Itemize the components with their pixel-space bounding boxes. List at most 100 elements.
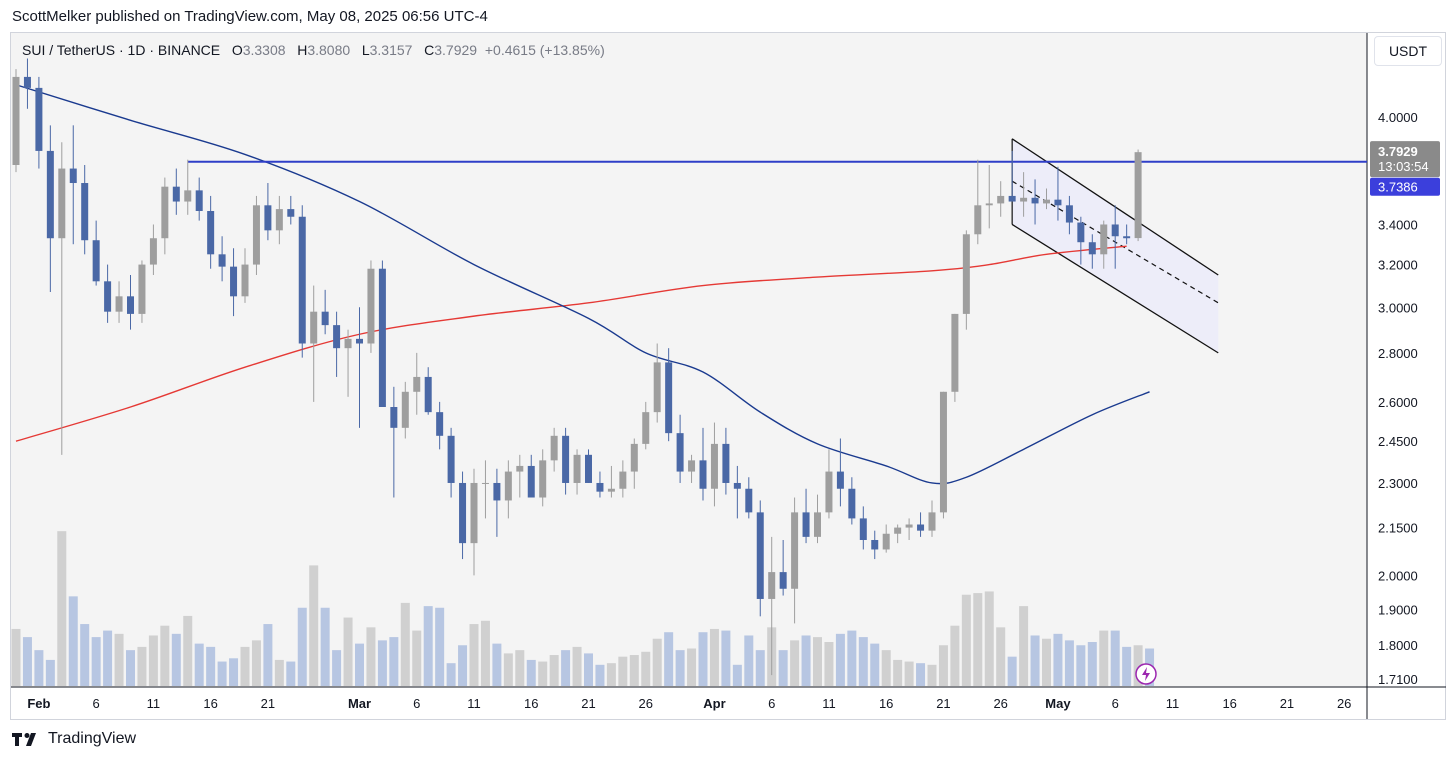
candle[interactable] xyxy=(539,449,547,507)
candle[interactable] xyxy=(974,159,982,245)
candle[interactable] xyxy=(35,76,43,169)
candle[interactable] xyxy=(1065,195,1073,235)
candle[interactable] xyxy=(516,454,524,498)
candle[interactable] xyxy=(298,205,306,358)
candle[interactable] xyxy=(573,449,581,495)
candle[interactable] xyxy=(951,313,959,402)
candle[interactable] xyxy=(207,195,215,269)
candle[interactable] xyxy=(1134,149,1142,242)
candle[interactable] xyxy=(356,307,363,428)
candle[interactable] xyxy=(928,500,936,537)
candle[interactable] xyxy=(459,471,467,560)
candle[interactable] xyxy=(688,454,696,483)
candle[interactable] xyxy=(241,248,249,303)
candle[interactable] xyxy=(321,289,329,335)
candle[interactable] xyxy=(607,465,615,498)
candle[interactable] xyxy=(92,220,100,286)
candle[interactable] xyxy=(653,343,661,423)
candle[interactable] xyxy=(367,260,375,353)
tradingview-logo[interactable]: TradingView xyxy=(12,730,136,748)
moving-average-long[interactable] xyxy=(15,245,1127,442)
candle[interactable] xyxy=(287,195,295,225)
candle[interactable] xyxy=(275,195,283,245)
candle[interactable] xyxy=(836,438,844,507)
candle[interactable] xyxy=(344,329,352,397)
candle[interactable] xyxy=(1031,179,1039,225)
candle[interactable] xyxy=(814,494,821,544)
candle[interactable] xyxy=(252,195,260,275)
candle[interactable] xyxy=(390,386,398,498)
candle[interactable] xyxy=(172,168,180,215)
plot-area[interactable] xyxy=(11,33,1367,687)
candle[interactable] xyxy=(791,497,799,624)
candle[interactable] xyxy=(1008,150,1016,202)
candle[interactable] xyxy=(917,512,925,537)
candle[interactable] xyxy=(1020,172,1028,217)
symbol-label[interactable]: SUI / TetherUS · 1D · BINANCE xyxy=(22,42,221,58)
candle[interactable] xyxy=(676,414,684,483)
candle[interactable] xyxy=(802,488,810,544)
candle[interactable] xyxy=(939,391,947,519)
candle[interactable] xyxy=(436,401,444,450)
candle[interactable] xyxy=(1123,224,1131,245)
candle[interactable] xyxy=(378,260,386,407)
candle[interactable] xyxy=(161,177,169,255)
candle[interactable] xyxy=(195,177,203,221)
candle[interactable] xyxy=(733,465,741,519)
candle[interactable] xyxy=(69,125,77,245)
candle[interactable] xyxy=(619,460,627,498)
candle[interactable] xyxy=(81,164,89,255)
candle[interactable] xyxy=(115,281,123,323)
candle[interactable] xyxy=(184,159,192,215)
candle[interactable] xyxy=(699,427,707,501)
candle[interactable] xyxy=(768,536,776,676)
candle[interactable] xyxy=(710,422,718,507)
candle[interactable] xyxy=(848,477,856,525)
candle[interactable] xyxy=(985,164,993,229)
candle[interactable] xyxy=(493,468,501,537)
candle[interactable] xyxy=(401,381,409,439)
candle[interactable] xyxy=(905,518,913,540)
candle[interactable] xyxy=(138,260,146,323)
alert-lightning-icon[interactable] xyxy=(1135,663,1157,685)
candle[interactable] xyxy=(149,224,157,275)
candle[interactable] xyxy=(562,427,570,495)
currency-button[interactable]: USDT xyxy=(1374,36,1442,66)
candle[interactable] xyxy=(745,477,753,519)
candle[interactable] xyxy=(310,285,318,402)
candle[interactable] xyxy=(825,449,833,519)
candle[interactable] xyxy=(642,401,650,450)
candle[interactable] xyxy=(630,438,638,489)
candle[interactable] xyxy=(218,236,226,282)
candle[interactable] xyxy=(962,230,970,330)
moving-average-short[interactable] xyxy=(15,84,1150,485)
candle[interactable] xyxy=(424,367,432,415)
candle[interactable] xyxy=(127,274,134,330)
candle[interactable] xyxy=(46,125,54,292)
candle[interactable] xyxy=(722,427,730,495)
candle[interactable] xyxy=(756,500,764,617)
candle[interactable] xyxy=(12,69,20,173)
candle[interactable] xyxy=(1111,205,1119,269)
candle[interactable] xyxy=(779,539,787,596)
candle[interactable] xyxy=(58,142,66,455)
candle[interactable] xyxy=(104,264,112,323)
candle[interactable] xyxy=(997,181,1005,217)
candle[interactable] xyxy=(894,524,902,544)
candle[interactable] xyxy=(596,471,604,498)
candle[interactable] xyxy=(527,454,535,498)
candle[interactable] xyxy=(264,183,272,241)
candle[interactable] xyxy=(333,311,341,377)
candle[interactable] xyxy=(859,506,867,550)
candle[interactable] xyxy=(882,524,890,553)
candle[interactable] xyxy=(550,427,558,472)
candle[interactable] xyxy=(585,449,592,483)
candle[interactable] xyxy=(1077,216,1085,265)
candle[interactable] xyxy=(447,427,455,498)
candle[interactable] xyxy=(230,248,238,317)
candle[interactable] xyxy=(23,58,31,109)
candle[interactable] xyxy=(481,460,489,519)
candle[interactable] xyxy=(413,352,421,415)
candle[interactable] xyxy=(1088,234,1096,269)
